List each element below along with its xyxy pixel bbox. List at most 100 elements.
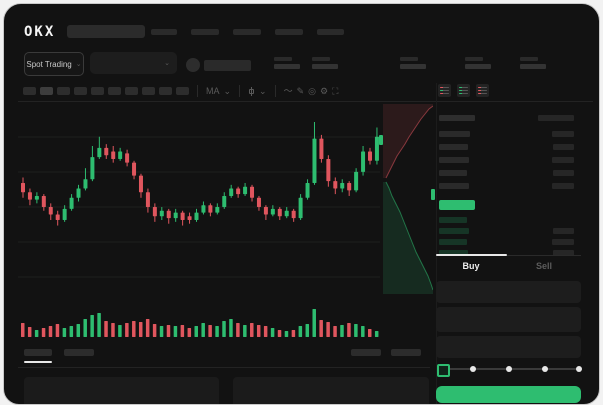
timeframe-button-1[interactable] xyxy=(40,87,53,95)
timeframe-button-2[interactable] xyxy=(57,87,70,95)
candle-body xyxy=(285,211,289,217)
ask-price-placeholder xyxy=(439,183,469,189)
wave-indicator-icon[interactable]: 〜 xyxy=(284,86,293,96)
volume-bar xyxy=(56,324,60,337)
candle-type-icon[interactable] xyxy=(248,87,255,96)
candle-body xyxy=(146,192,150,207)
bottom-tab-active[interactable] xyxy=(24,349,52,356)
candle-body xyxy=(90,157,94,179)
stat-column-3 xyxy=(465,57,491,69)
volume-bar xyxy=(160,326,164,337)
nav-item-4[interactable] xyxy=(317,29,344,35)
nav-item-1[interactable] xyxy=(191,29,219,35)
timeframe-button-8[interactable] xyxy=(159,87,172,95)
candle-body xyxy=(56,214,60,220)
icon-bar xyxy=(459,87,468,89)
ask-row-1[interactable] xyxy=(438,144,583,151)
product-selector-dropdown[interactable]: Spot Trading ⌄ xyxy=(24,52,84,76)
pair-selector-dropdown[interactable]: ⌄ xyxy=(90,52,177,74)
okx-logo[interactable]: OKX xyxy=(24,24,55,40)
stat-value-placeholder xyxy=(400,64,426,69)
bottom-tab[interactable] xyxy=(64,349,94,356)
slider-stop[interactable] xyxy=(576,366,582,372)
ask-row-3[interactable] xyxy=(438,170,583,177)
tab-sell[interactable]: Sell xyxy=(514,261,574,271)
timeframe-button-6[interactable] xyxy=(125,87,138,95)
nav-item-3[interactable] xyxy=(275,29,303,35)
pencil-icon[interactable]: ✎ xyxy=(297,86,305,96)
ask-row-2[interactable] xyxy=(438,157,583,164)
icon-bar xyxy=(440,90,449,92)
depth-price-marker-right xyxy=(431,189,435,200)
bid-row-2[interactable] xyxy=(438,239,583,246)
bid-row-0[interactable] xyxy=(438,217,583,224)
nav-item-2[interactable] xyxy=(233,29,261,35)
volume-bar xyxy=(139,322,143,337)
ask-amount-placeholder xyxy=(553,170,574,176)
chevron-down-icon[interactable]: ⌄ xyxy=(224,86,232,96)
candle-body xyxy=(264,207,268,214)
buy-submit-button[interactable] xyxy=(436,386,581,403)
slider-stop[interactable] xyxy=(542,366,548,372)
ask-row-4[interactable] xyxy=(438,183,583,190)
volume-bar xyxy=(97,313,101,337)
bid-row-1[interactable] xyxy=(438,228,583,235)
bottom-action-placeholder[interactable] xyxy=(391,349,421,356)
stat-value-placeholder xyxy=(520,64,546,69)
amount-input[interactable] xyxy=(436,336,581,358)
candle-body xyxy=(215,207,219,213)
ask-row-0[interactable] xyxy=(438,131,583,138)
volume-bar xyxy=(257,325,261,337)
chevron-down-icon[interactable]: ⌄ xyxy=(259,86,267,96)
chevron-down-icon: ⌄ xyxy=(164,59,170,67)
depth-price-marker-left xyxy=(379,135,383,145)
ma-indicator-label[interactable]: MA xyxy=(206,86,220,96)
bottom-action-placeholder[interactable] xyxy=(351,349,381,356)
price-input[interactable] xyxy=(436,307,581,332)
orderbook-header-row xyxy=(438,115,583,122)
bottom-panel xyxy=(24,377,219,405)
search-input[interactable] xyxy=(67,25,145,38)
camera-icon[interactable]: ◎ xyxy=(308,86,316,96)
volume-bar xyxy=(83,319,87,337)
order-type-field[interactable] xyxy=(436,281,581,303)
volume-bar xyxy=(90,315,94,337)
candle-body xyxy=(333,181,337,188)
timeframe-button-3[interactable] xyxy=(74,87,87,95)
column-header-placeholder xyxy=(439,115,475,121)
slider-stop[interactable] xyxy=(470,366,476,372)
timeframe-button-4[interactable] xyxy=(91,87,104,95)
candle-body xyxy=(257,198,261,207)
coin-icon xyxy=(186,58,200,72)
gear-icon[interactable]: ⚙ xyxy=(320,86,328,96)
expand-icon[interactable]: ⛶ xyxy=(332,86,338,96)
app-window: OKX Spot Trading ⌄ ⌄ MA ⌄ ⌄ 〜 ✎◎ ⚙ ⛶ xyxy=(3,3,600,405)
volume-bar xyxy=(21,323,25,337)
slider-stop[interactable] xyxy=(506,366,512,372)
candlestick-chart[interactable] xyxy=(18,104,380,344)
candle-body xyxy=(229,189,233,196)
volume-bar xyxy=(375,331,379,337)
book-bids-icon[interactable] xyxy=(457,84,470,97)
candle-body xyxy=(222,196,226,207)
slider-handle[interactable] xyxy=(437,364,450,377)
stat-column-0 xyxy=(274,57,300,69)
toolbar-separator xyxy=(275,85,276,97)
volume-bar xyxy=(354,324,358,337)
timeframe-button-0[interactable] xyxy=(23,87,36,95)
volume-bar xyxy=(132,321,136,337)
volume-bar xyxy=(63,328,67,337)
nav-item-0[interactable] xyxy=(151,29,177,35)
tab-buy[interactable]: Buy xyxy=(441,261,501,271)
depth-chart[interactable] xyxy=(383,104,433,294)
volume-bar xyxy=(167,325,171,337)
volume-bar xyxy=(250,323,254,337)
timeframe-button-5[interactable] xyxy=(108,87,121,95)
candle-body xyxy=(153,207,157,216)
book-asks-icon[interactable] xyxy=(476,84,489,97)
book-combined-icon[interactable] xyxy=(438,84,451,97)
timeframe-button-7[interactable] xyxy=(142,87,155,95)
timeframe-button-9[interactable] xyxy=(176,87,189,95)
volume-bar xyxy=(361,326,365,337)
ask-amount-placeholder xyxy=(552,183,574,189)
